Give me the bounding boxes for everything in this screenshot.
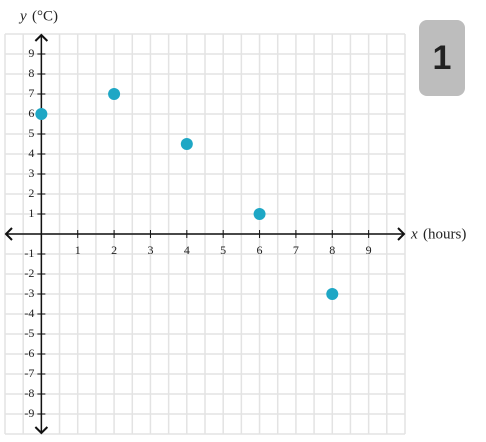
x-tick-label: 7 [293,243,299,257]
x-tick-label: 9 [366,243,372,257]
axis-arrow [4,227,13,241]
y-tick-label: 3 [28,166,34,180]
x-tick-label: 3 [147,243,153,257]
x-tick-label: 6 [257,243,263,257]
badge-box [419,20,465,96]
point [108,88,121,100]
y-tick-label: 7 [28,86,34,100]
y-tick-label: -6 [24,346,34,360]
y-label-var: y [18,8,27,24]
x-tick-label: 4 [184,243,190,257]
x-label-var: x [410,226,418,242]
x-tick-label: 2 [111,243,117,257]
x-label-unit: (hours) [423,226,466,242]
y-tick-label: 8 [28,66,34,80]
y-tick-label: -9 [24,406,34,420]
axis-arrow [397,227,406,241]
y-label-unit: (°C) [32,8,58,24]
y-tick-label: 5 [28,126,34,140]
y-tick-label: -7 [24,366,34,380]
point [180,138,193,150]
y-tick-label: -1 [24,246,34,260]
y-tick-label: -3 [24,286,34,300]
badge-label: 1 [433,39,452,77]
y-tick-label: -8 [24,386,34,400]
y-tick-label: -2 [24,266,34,280]
x-tick-label: 5 [220,243,226,257]
axis-arrow [34,33,49,42]
point [35,108,48,120]
y-tick-label: 1 [28,206,34,220]
point [326,288,339,300]
y-tick-label: 6 [28,106,34,120]
x-tick-label: 8 [329,243,335,257]
x-tick-label: 1 [75,243,81,257]
y-tick-label: 9 [28,46,34,60]
y-tick-label: 4 [28,146,34,160]
y-tick-label: -4 [24,306,34,320]
y-tick-label: 2 [28,186,34,200]
point [253,208,266,220]
axis-arrow [34,426,49,435]
y-tick-label: -5 [24,326,34,340]
